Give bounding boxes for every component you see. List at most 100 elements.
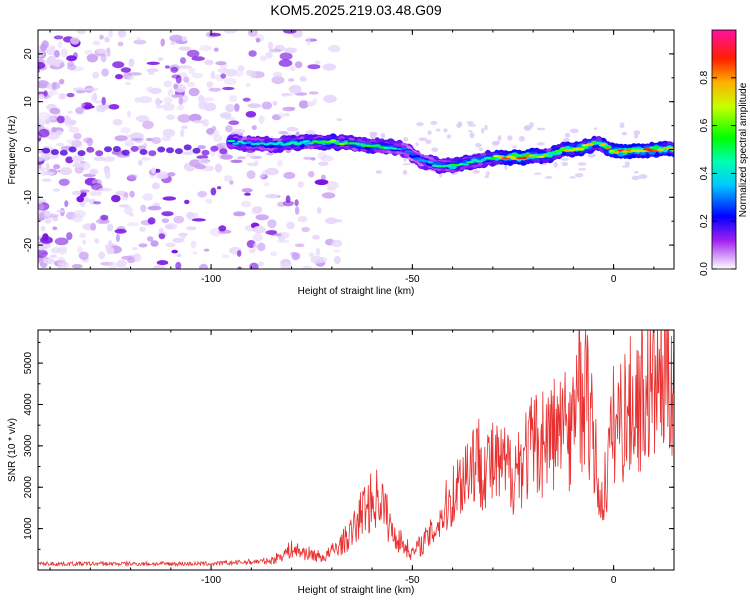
spectrogram-y-tick-label: -20 (23, 237, 34, 252)
spectrogram-noise-blob (321, 192, 336, 199)
spectrogram-band-blob (139, 149, 148, 155)
spectrogram-noise-blob (188, 113, 202, 122)
snr-y-tick-label: 4000 (23, 393, 34, 416)
spectrogram-noise-blob (38, 167, 43, 171)
spectrogram-noise-blob (224, 117, 237, 121)
spectrogram-noise-blob (151, 167, 156, 174)
spectrogram-noise-blob (202, 97, 215, 102)
spectrogram-ridge-blob (520, 156, 527, 160)
spectrogram-noise-blob (307, 170, 315, 178)
spectrogram-noise-blob (126, 110, 132, 118)
spectrogram-noise-blob (106, 246, 115, 255)
spectrogram-noise-blob (163, 80, 173, 88)
snr-y-label: SNR (10 * v/v) (7, 418, 18, 482)
spectrogram-noise-blob (54, 237, 69, 246)
spectrogram-noise-blob (402, 163, 411, 166)
spectrogram-noise-blob (90, 222, 97, 231)
spectrogram-noise-blob (481, 127, 485, 134)
spectrogram-noise-blob (160, 38, 165, 47)
spectrogram-noise-blob (325, 217, 338, 224)
spectrogram-noise-blob (92, 40, 101, 46)
spectrogram-noise-blob (171, 94, 180, 98)
spectrogram-noise-blob (181, 125, 188, 130)
spectrogram-noise-blob (536, 142, 545, 146)
spectrogram-noise-blob (336, 118, 342, 122)
spectrogram-y-label: Frequency (Hz) (7, 116, 18, 185)
spectrogram-noise-blob (285, 195, 291, 204)
spectrogram-ridge-blob (604, 147, 611, 150)
spectrogram-noise-blob (128, 58, 135, 67)
spectrogram-noise-blob (497, 135, 502, 141)
spectrogram-noise-blob (146, 68, 159, 73)
spectrogram-noise-blob (137, 160, 143, 166)
spectrogram-noise-blob (112, 61, 125, 69)
spectrogram-noise-blob (42, 233, 49, 242)
spectrogram-noise-blob (142, 120, 154, 130)
spectrogram-noise-blob (209, 32, 222, 37)
spectrogram-noise-blob (529, 122, 534, 128)
spectrogram-noise-blob (265, 152, 275, 156)
spectrogram-noise-blob (116, 259, 127, 268)
spectrogram-noise-blob (512, 145, 517, 149)
spectrogram-noise-blob (43, 171, 55, 176)
spectrogram-noise-blob (333, 256, 341, 265)
spectrogram-noise-blob (237, 250, 242, 257)
spectrogram-noise-blob (151, 182, 160, 190)
spectrogram-noise-blob (96, 218, 110, 225)
spectrogram-noise-blob (578, 168, 587, 171)
spectrogram-noise-blob (85, 87, 99, 92)
spectrogram-noise-blob (564, 132, 571, 138)
spectrogram-noise-blob (380, 132, 386, 139)
spectrogram-noise-blob (415, 142, 419, 147)
spectrogram-noise-blob (317, 257, 328, 263)
spectrogram-noise-blob (246, 170, 256, 180)
spectrogram-noise-blob (223, 77, 237, 86)
snr-frame (37, 329, 675, 571)
spectrogram-noise-blob (280, 261, 292, 269)
spectrogram-noise-blob (248, 50, 257, 57)
spectrogram-noise-blob (210, 150, 216, 157)
spectrogram-noise-blob (198, 100, 208, 110)
spectrogram-band-blob (166, 147, 174, 154)
spectrogram-noise-blob (165, 242, 176, 248)
spectrogram-noise-blob (124, 140, 135, 147)
spectrogram-noise-blob (53, 188, 61, 192)
spectrogram-noise-blob (252, 225, 266, 234)
spectrogram-band-blob (42, 147, 51, 154)
spectrogram-noise-blob (621, 131, 628, 136)
spectrogram-noise-blob (278, 59, 293, 67)
spectrogram-noise-blob (178, 46, 192, 51)
spectrogram-noise-blob (217, 186, 222, 190)
spectrogram-noise-blob (92, 71, 100, 79)
spectrogram-noise-blob (101, 96, 106, 106)
spectrogram-noise-blob (199, 45, 212, 52)
spectrogram-ridge-blob (474, 160, 484, 163)
spectrogram-noise-blob (237, 266, 242, 269)
spectrogram-noise-blob (225, 68, 237, 77)
spectrogram-noise-blob (191, 72, 204, 79)
spectrogram-noise-blob (77, 246, 83, 254)
spectrogram-noise-blob (484, 124, 488, 131)
spectrogram-noise-blob (479, 147, 483, 152)
spectrogram-ridge-blob (466, 161, 475, 164)
spectrogram-band-blob (130, 145, 139, 152)
spectrogram-noise-blob (138, 96, 153, 104)
spectrogram-noise-blob (108, 104, 120, 110)
spectrogram-band-blob (59, 149, 68, 156)
spectrogram-noise-blob (123, 192, 129, 198)
spectrogram-noise-blob (38, 61, 46, 70)
spectrogram-ridge-blob (537, 155, 546, 158)
snr-x-tick-label: -50 (405, 575, 420, 586)
spectrogram-noise-blob (206, 81, 214, 88)
spectrogram-noise-blob (233, 211, 246, 217)
spectrogram-noise-blob (126, 75, 135, 81)
spectrogram-noise-blob (133, 39, 147, 45)
spectrogram-noise-blob (38, 202, 45, 211)
spectrogram-noise-blob (73, 132, 82, 140)
spectrogram-noise-blob (569, 128, 579, 134)
snr-y-tick-label: 1000 (23, 517, 34, 540)
spectrogram-noise-blob (93, 201, 101, 205)
spectrogram-noise-blob (282, 200, 294, 207)
spectrogram-noise-blob (219, 112, 232, 119)
spectrogram-band-blob (157, 146, 166, 153)
